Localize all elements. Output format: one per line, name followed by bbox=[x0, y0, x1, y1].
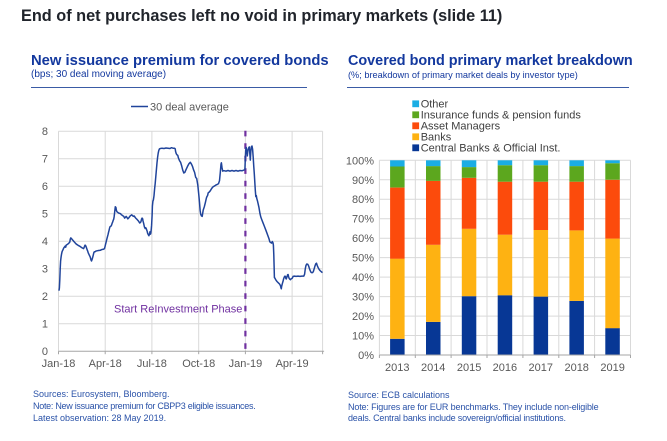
svg-text:Apr-19: Apr-19 bbox=[276, 358, 309, 370]
svg-text:2015: 2015 bbox=[457, 362, 481, 374]
svg-text:2: 2 bbox=[42, 291, 48, 303]
svg-text:1: 1 bbox=[42, 319, 48, 331]
svg-text:2017: 2017 bbox=[529, 362, 553, 374]
svg-text:0: 0 bbox=[42, 346, 48, 358]
svg-text:4: 4 bbox=[42, 236, 48, 248]
svg-text:8: 8 bbox=[42, 126, 48, 138]
svg-text:40%: 40% bbox=[352, 272, 374, 284]
svg-text:2013: 2013 bbox=[385, 362, 409, 374]
svg-text:Insurance funds & pension fund: Insurance funds & pension funds bbox=[421, 110, 582, 122]
svg-text:Asset Managers: Asset Managers bbox=[421, 121, 501, 133]
svg-text:Oct-18: Oct-18 bbox=[182, 358, 215, 370]
svg-text:2014: 2014 bbox=[421, 362, 445, 374]
svg-text:Central Banks & Official Inst.: Central Banks & Official Inst. bbox=[421, 143, 561, 155]
svg-text:60%: 60% bbox=[352, 233, 374, 245]
svg-text:30 deal average: 30 deal average bbox=[150, 102, 229, 114]
svg-text:2018: 2018 bbox=[564, 362, 588, 374]
svg-text:50%: 50% bbox=[352, 253, 374, 265]
svg-text:6: 6 bbox=[42, 181, 48, 193]
svg-text:2016: 2016 bbox=[493, 362, 517, 374]
svg-text:100%: 100% bbox=[346, 155, 374, 167]
svg-text:Apr-18: Apr-18 bbox=[89, 358, 122, 370]
svg-text:0%: 0% bbox=[358, 350, 374, 362]
svg-text:Jul-18: Jul-18 bbox=[137, 358, 167, 370]
svg-text:3: 3 bbox=[42, 264, 48, 276]
svg-text:Start ReInvestment Phase: Start ReInvestment Phase bbox=[114, 304, 242, 316]
svg-text:Other: Other bbox=[421, 99, 449, 111]
svg-text:Banks: Banks bbox=[421, 132, 452, 144]
svg-text:90%: 90% bbox=[352, 175, 374, 187]
svg-text:70%: 70% bbox=[352, 214, 374, 226]
svg-text:Jan-19: Jan-19 bbox=[229, 358, 263, 370]
svg-text:5: 5 bbox=[42, 209, 48, 221]
svg-text:80%: 80% bbox=[352, 194, 374, 206]
svg-text:Jan-18: Jan-18 bbox=[42, 358, 76, 370]
svg-text:7: 7 bbox=[42, 154, 48, 166]
svg-text:2019: 2019 bbox=[600, 362, 624, 374]
svg-text:10%: 10% bbox=[352, 331, 374, 343]
svg-text:20%: 20% bbox=[352, 311, 374, 323]
svg-text:30%: 30% bbox=[352, 292, 374, 304]
